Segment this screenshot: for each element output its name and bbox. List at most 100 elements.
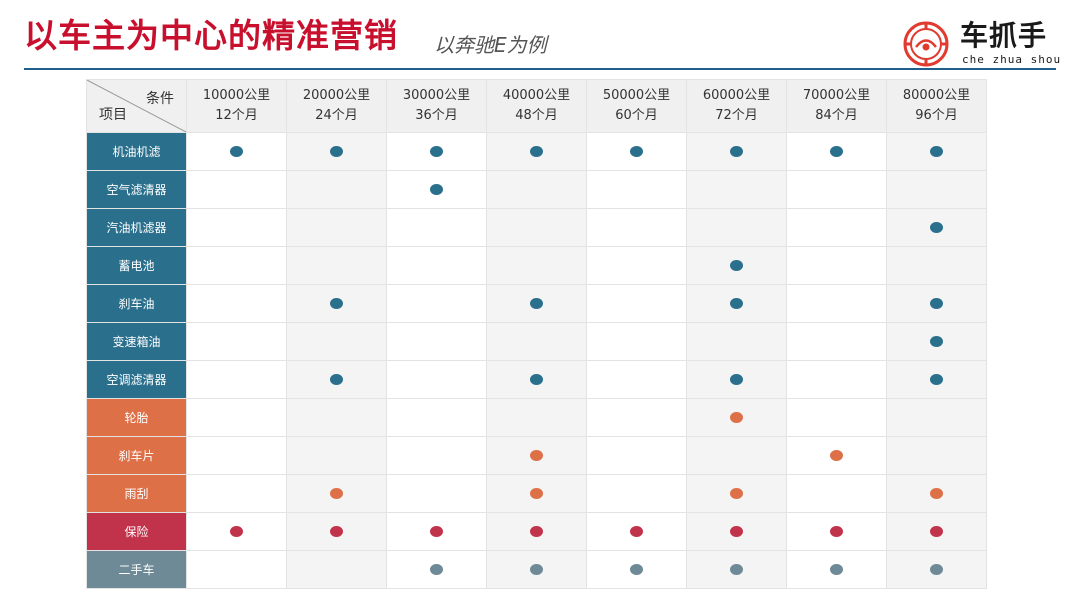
corner-condition-label: 条件 bbox=[146, 91, 174, 107]
column-km-label: 40000公里 bbox=[502, 88, 571, 103]
row-label: 刹车片 bbox=[86, 436, 187, 475]
column-km-label: 30000公里 bbox=[402, 88, 471, 103]
table-cell bbox=[186, 132, 287, 171]
table-cell bbox=[586, 322, 687, 361]
row-label: 空调滤清器 bbox=[86, 360, 187, 399]
schedule-dot-icon bbox=[930, 146, 943, 157]
table-cell bbox=[886, 550, 987, 589]
table-cell bbox=[886, 246, 987, 285]
title-divider bbox=[24, 68, 1056, 70]
schedule-dot-icon bbox=[930, 374, 943, 385]
column-header: 60000公里 72个月 bbox=[686, 79, 787, 133]
corner-diagonal-line bbox=[87, 80, 186, 132]
table-cell bbox=[486, 512, 587, 551]
column-months-label: 84个月 bbox=[815, 108, 858, 123]
schedule-dot-icon bbox=[330, 298, 343, 309]
table-row: 轮胎 bbox=[86, 398, 987, 437]
table-cell bbox=[786, 398, 887, 437]
column-km-label: 80000公里 bbox=[902, 88, 971, 103]
table-cell bbox=[486, 284, 587, 323]
table-cell bbox=[886, 398, 987, 437]
table-row: 刹车片 bbox=[86, 436, 987, 475]
schedule-dot-icon bbox=[930, 488, 943, 499]
table-cell bbox=[686, 322, 787, 361]
table-cell bbox=[786, 170, 887, 209]
table-cell bbox=[286, 170, 387, 209]
schedule-dot-icon bbox=[630, 564, 643, 575]
page-title: 以车主为中心的精准营销 bbox=[24, 16, 398, 55]
schedule-dot-icon bbox=[530, 146, 543, 157]
schedule-dot-icon bbox=[530, 374, 543, 385]
table-cell bbox=[886, 474, 987, 513]
table-cell bbox=[486, 360, 587, 399]
table-cell bbox=[886, 284, 987, 323]
table-cell bbox=[486, 246, 587, 285]
table-row: 变速箱油 bbox=[86, 322, 987, 361]
schedule-dot-icon bbox=[530, 526, 543, 537]
table-cell bbox=[186, 170, 287, 209]
table-row: 保险 bbox=[86, 512, 987, 551]
table-row: 二手车 bbox=[86, 550, 987, 589]
table-cell bbox=[286, 436, 387, 475]
table-cell bbox=[586, 512, 687, 551]
table-row: 空气滤清器 bbox=[86, 170, 987, 209]
table-cell bbox=[286, 132, 387, 171]
row-label: 轮胎 bbox=[86, 398, 187, 437]
table-cell bbox=[286, 208, 387, 247]
column-km-label: 20000公里 bbox=[302, 88, 371, 103]
table-cell bbox=[286, 550, 387, 589]
schedule-dot-icon bbox=[530, 298, 543, 309]
table-cell bbox=[186, 208, 287, 247]
table-cell bbox=[886, 132, 987, 171]
row-label: 机油机滤 bbox=[86, 132, 187, 171]
schedule-dot-icon bbox=[730, 526, 743, 537]
table-cell bbox=[586, 398, 687, 437]
schedule-dot-icon bbox=[930, 564, 943, 575]
column-header: 40000公里 48个月 bbox=[486, 79, 587, 133]
page-subtitle: 以奔驰E为例 bbox=[434, 33, 547, 57]
table-cell bbox=[786, 132, 887, 171]
table-cell bbox=[786, 284, 887, 323]
schedule-dot-icon bbox=[330, 146, 343, 157]
table-cell bbox=[286, 398, 387, 437]
column-header: 70000公里 84个月 bbox=[786, 79, 887, 133]
table-cell bbox=[386, 284, 487, 323]
table-row: 机油机滤 bbox=[86, 132, 987, 171]
table-cell bbox=[186, 284, 287, 323]
schedule-dot-icon bbox=[530, 488, 543, 499]
table-cell bbox=[686, 436, 787, 475]
table-cell bbox=[786, 474, 887, 513]
table-cell bbox=[686, 550, 787, 589]
table-cell bbox=[886, 360, 987, 399]
table-cell bbox=[686, 132, 787, 171]
schedule-dot-icon bbox=[730, 146, 743, 157]
table-cell bbox=[586, 132, 687, 171]
row-label: 空气滤清器 bbox=[86, 170, 187, 209]
schedule-dot-icon bbox=[630, 146, 643, 157]
row-label: 蓄电池 bbox=[86, 246, 187, 285]
steering-wheel-logo-icon bbox=[903, 21, 949, 67]
schedule-dot-icon bbox=[430, 526, 443, 537]
schedule-dot-icon bbox=[530, 564, 543, 575]
column-header: 80000公里 96个月 bbox=[886, 79, 987, 133]
table-cell bbox=[286, 360, 387, 399]
schedule-dot-icon bbox=[930, 526, 943, 537]
schedule-dot-icon bbox=[730, 488, 743, 499]
table-cell bbox=[386, 398, 487, 437]
column-header: 20000公里 24个月 bbox=[286, 79, 387, 133]
table-row: 蓄电池 bbox=[86, 246, 987, 285]
column-months-label: 60个月 bbox=[615, 108, 658, 123]
table-cell bbox=[786, 208, 887, 247]
table-cell bbox=[186, 322, 287, 361]
table-cell bbox=[586, 208, 687, 247]
table-cell bbox=[286, 246, 387, 285]
brand-name: 车抓手 bbox=[960, 19, 1048, 52]
table-cell bbox=[586, 474, 687, 513]
table-cell bbox=[286, 474, 387, 513]
column-months-label: 24个月 bbox=[315, 108, 358, 123]
schedule-dot-icon bbox=[930, 298, 943, 309]
table-cell bbox=[586, 436, 687, 475]
schedule-dot-icon bbox=[730, 412, 743, 423]
table-cell bbox=[386, 208, 487, 247]
table-cell bbox=[586, 170, 687, 209]
